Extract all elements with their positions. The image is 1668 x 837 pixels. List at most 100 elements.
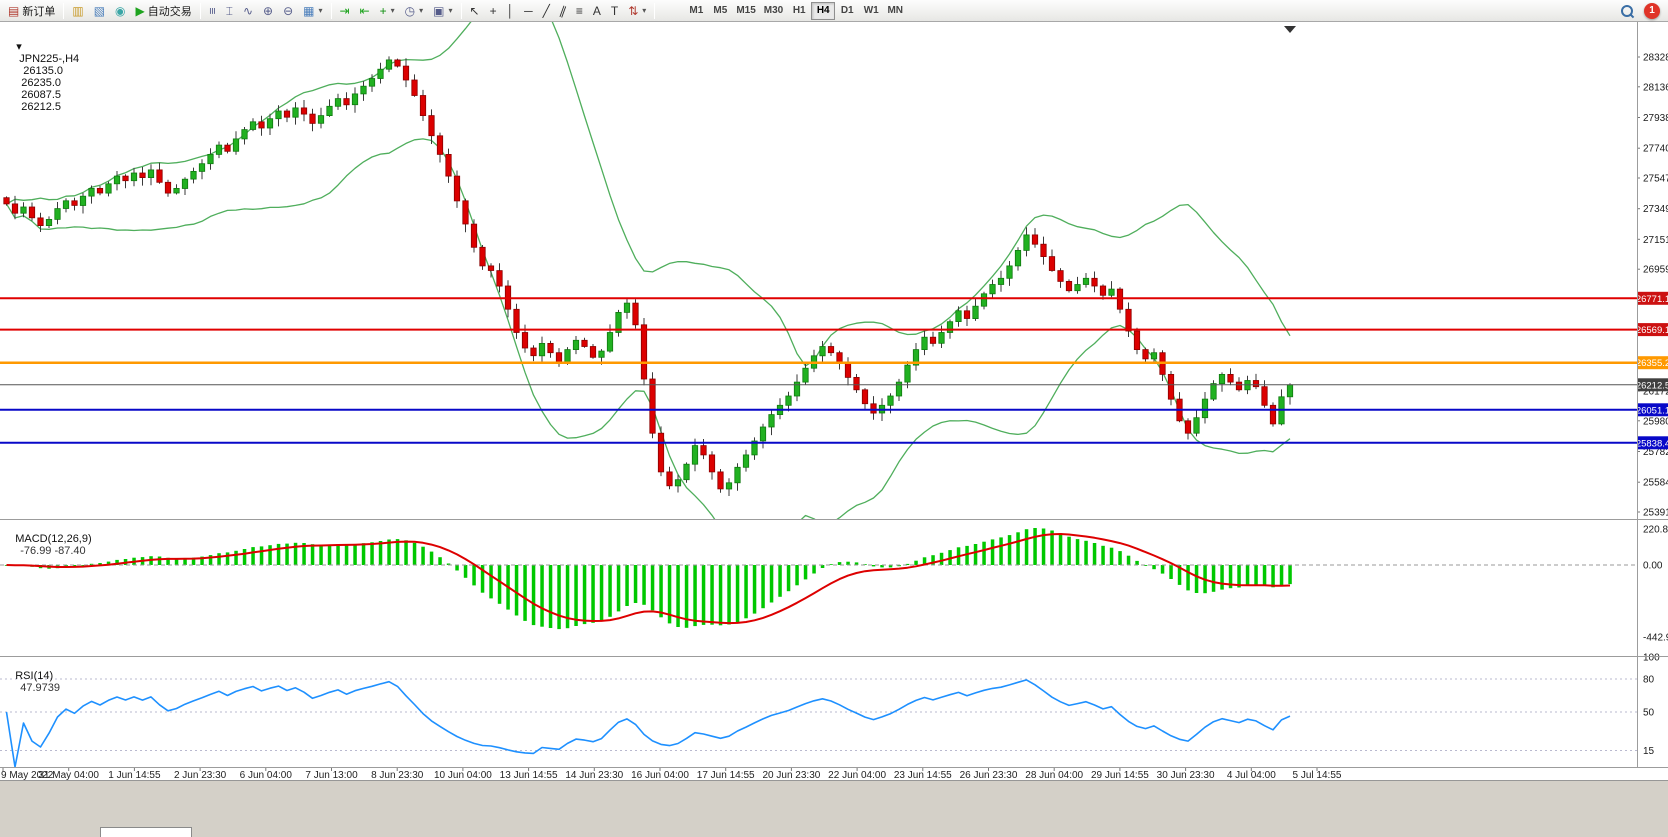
zoom-in-icon: ⊕ <box>263 3 274 18</box>
timeframe-m1-button[interactable]: M1 <box>684 2 708 20</box>
mql-community-button[interactable]: ◉ <box>110 1 130 21</box>
auto-trading-label: 自动交易 <box>147 5 192 18</box>
timeframe-m15-button[interactable]: M15 <box>732 2 759 20</box>
auto-trading-icon: ▶ <box>135 3 145 18</box>
vertical-line-button[interactable]: │ <box>502 1 520 21</box>
chart-canvas[interactable]: 28328.5 28136.0 27938.0 27740.0 27547.5 27349… <box>0 22 1668 780</box>
cursor-button[interactable]: ↖ <box>465 1 485 21</box>
timeframe-m5-button[interactable]: M5 <box>708 2 732 20</box>
chart-window[interactable]: 28328.5 28136.0 27938.0 27740.0 27547.5 27349… <box>0 22 1668 780</box>
time-axis-label: 4 Jul 04:00 <box>1227 770 1276 780</box>
time-axis-label: 14 Jun 23:30 <box>565 770 623 780</box>
macd-signal-line <box>6 533 1291 625</box>
trendline-button[interactable]: ╱ <box>538 1 555 21</box>
time-axis-label: 8 Jun 23:30 <box>371 770 424 780</box>
dropdown-caret-icon[interactable]: ▾ <box>390 6 395 15</box>
bollinger-lower-band <box>5 138 1291 519</box>
dropdown-caret-icon[interactable]: ▾ <box>642 6 647 15</box>
text-button[interactable]: A <box>588 1 606 21</box>
price-badge-label: 26051.1 <box>1636 405 1668 416</box>
trendline-icon: ╱ <box>542 3 550 18</box>
time-axis-label: 22 Jun 04:00 <box>828 770 886 780</box>
tile-windows-icon: ▦ <box>303 3 315 18</box>
time-axis-label: 16 Jun 04:00 <box>631 770 689 780</box>
periods-button[interactable]: ◷ ▾ <box>400 1 429 21</box>
auto-scroll-button[interactable]: ⇥ <box>335 1 355 21</box>
crosshair-button[interactable]: + <box>485 1 502 21</box>
timeframe-h4-button[interactable]: H4 <box>811 1 836 20</box>
bar-chart-button[interactable]: ≡ <box>204 1 221 21</box>
main-price-panel[interactable] <box>0 22 1637 549</box>
time-axis-label: 2 Jun 23:30 <box>174 770 227 780</box>
line-chart-icon: ∿ <box>242 3 254 18</box>
zoom-out-button[interactable]: ⊖ <box>278 1 298 21</box>
price-axis-tick: 27151.5 <box>1643 235 1668 246</box>
horizontal-line-icon: ─ <box>524 3 533 18</box>
timeframe-w1-button[interactable]: W1 <box>859 2 883 20</box>
rsi-panel[interactable] <box>0 678 1637 767</box>
indicators-button[interactable]: + ▾ <box>375 1 400 21</box>
price-badge[interactable] <box>1638 403 1668 417</box>
price-badge-label: 26771.1 <box>1636 294 1668 305</box>
arrows-button[interactable]: ⇅ ▾ <box>623 1 651 21</box>
price-badge-label: 25838.4 <box>1636 438 1668 449</box>
candlestick-chart-icon: ⌶ <box>225 3 233 18</box>
search-icon[interactable] <box>1620 4 1634 18</box>
channel-button[interactable]: ∥ <box>555 1 571 21</box>
price-badge[interactable] <box>1638 291 1668 305</box>
timeframe-mn-button[interactable]: MN <box>883 2 907 20</box>
time-axis-label: 13 Jun 14:55 <box>500 770 558 780</box>
candlestick-chart-button[interactable]: ⌶ <box>221 1 238 21</box>
price-badge[interactable] <box>1638 323 1668 337</box>
new-chart-icon: ▥ <box>72 3 84 18</box>
chart-shift-button[interactable]: ⇤ <box>355 1 375 21</box>
chart-shift-icon: ⇤ <box>359 3 370 18</box>
toolbar-divider <box>654 2 656 19</box>
timeframe-h1-button[interactable]: H1 <box>787 2 811 20</box>
profiles-button[interactable]: ▧ <box>89 1 110 21</box>
notifications-badge[interactable]: 1 <box>1644 2 1660 19</box>
zoom-out-icon: ⊖ <box>283 3 294 18</box>
fibonacci-button[interactable]: ≡ <box>571 1 588 21</box>
horizontal-line-button[interactable]: ─ <box>519 1 538 21</box>
macd-panel[interactable] <box>0 528 1637 630</box>
timeframe-m30-button[interactable]: M30 <box>760 2 787 20</box>
zoom-in-button[interactable]: ⊕ <box>258 1 278 21</box>
macd-axis-label: 0.00 <box>1643 561 1663 572</box>
tile-windows-button[interactable]: ▦ ▾ <box>298 1 327 21</box>
text-label-button[interactable]: T <box>606 1 623 21</box>
time-axis-label: 29 Jun 14:55 <box>1091 770 1149 780</box>
macd-axis-label: -442.98 <box>1643 632 1668 643</box>
time-axis-label: 23 Jun 14:55 <box>894 770 952 780</box>
line-chart-button[interactable]: ∿ <box>238 1 258 21</box>
new-order-label: 新订单 <box>22 5 56 18</box>
time-axis-label: 31 May 04:00 <box>38 770 99 780</box>
new-chart-button[interactable]: ▥ <box>67 1 88 21</box>
timeframe-d1-button[interactable]: D1 <box>835 2 859 20</box>
rsi-line <box>5 679 1291 767</box>
price-badge[interactable] <box>1638 436 1668 450</box>
macd-histogram <box>4 528 1292 630</box>
price-axis-tick: 27349.5 <box>1643 204 1668 215</box>
bullish-candles <box>20 59 1294 490</box>
dropdown-caret-icon[interactable]: ▾ <box>318 6 323 15</box>
chart-shift-marker-icon[interactable] <box>1284 26 1296 33</box>
price-axis-tick: 25980.0 <box>1643 416 1668 427</box>
time-axis-label: 9 May 2022 <box>1 770 54 780</box>
price-badge[interactable] <box>1638 378 1668 392</box>
templates-button[interactable]: ▣ ▾ <box>428 1 457 21</box>
time-axis-label: 26 Jun 23:30 <box>960 770 1018 780</box>
main-toolbar: ▤ 新订单 ▥ ▧ ◉ ▶ 自动交易 ≡ ⌶ ∿ ⊕ ⊖ ▦ ▾ ⇥ ⇤ + ▾ ◷ ▾ ▣ ▾ ↖ + │ ─ ╱ ∥ ≡ A T ⇅ ▾ M1… <box>0 0 1668 22</box>
price-badge[interactable] <box>1638 356 1668 370</box>
auto-trading-button[interactable]: ▶ 自动交易 <box>131 1 197 21</box>
mql-community-icon: ◉ <box>115 3 126 18</box>
time-axis-label: 10 Jun 04:00 <box>434 770 492 780</box>
dropdown-caret-icon[interactable]: ▾ <box>448 6 453 15</box>
vertical-line-icon: │ <box>506 3 515 18</box>
cursor-icon: ↖ <box>469 3 480 18</box>
new-order-button[interactable]: ▤ 新订单 <box>3 1 60 21</box>
time-axis-label: 20 Jun 23:30 <box>762 770 820 780</box>
dropdown-caret-icon[interactable]: ▾ <box>419 6 424 15</box>
rsi-axis-label: 50 <box>1643 708 1655 719</box>
rsi-axis-label: 80 <box>1643 675 1655 686</box>
